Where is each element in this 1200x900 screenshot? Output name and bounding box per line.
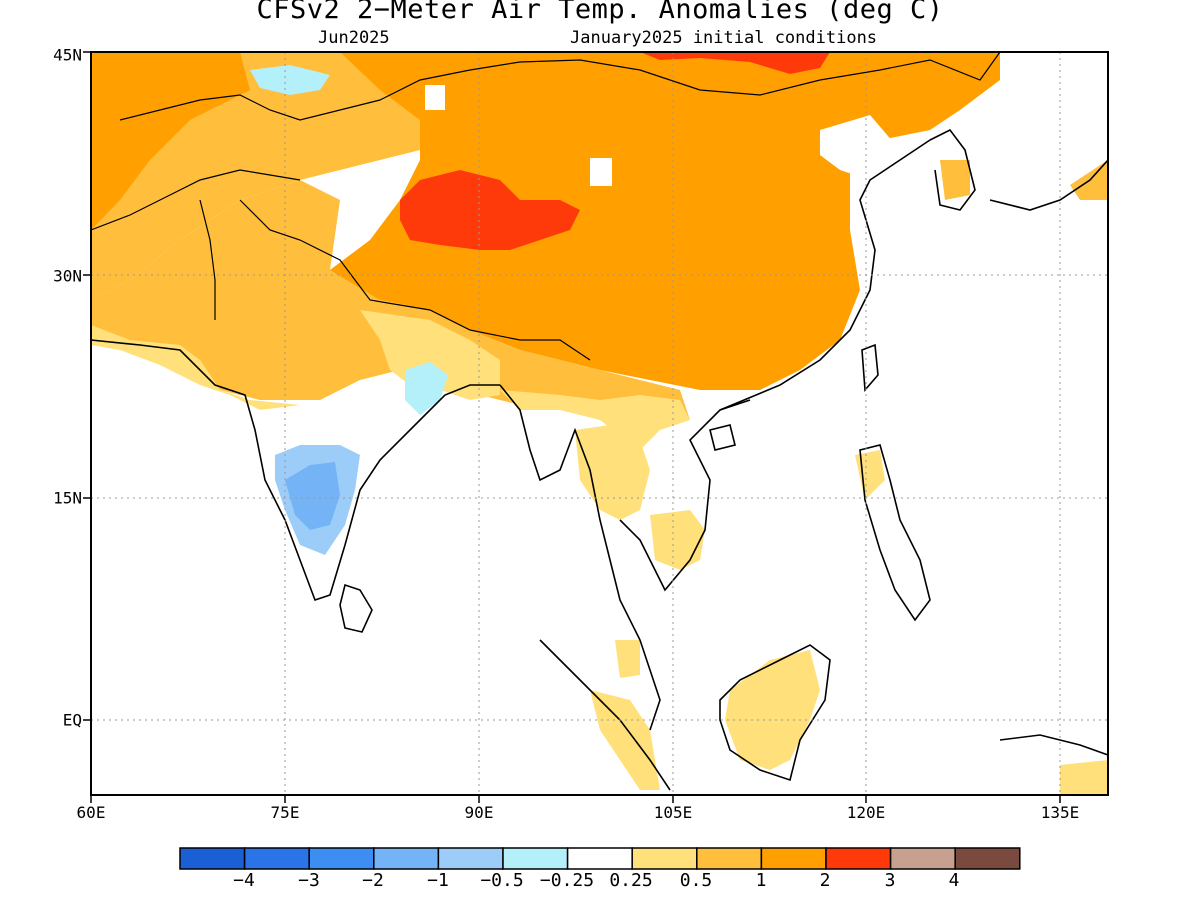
coastline-indochina [619,399,751,592]
coastline-india [91,339,500,602]
graticule [91,52,1108,795]
anomaly-zone-0.5-1-south [91,180,690,420]
colorbar-label: 0.5 [679,870,713,891]
anomaly-zone-2-3-tibet [400,170,580,250]
colorbar [179,847,1021,870]
anomaly-zone-0.25-0.5-indochina [575,425,650,520]
lat-label-45n: 45N [53,45,82,65]
coastline-china [719,139,931,411]
initial-conditions: January2025 initial conditions [570,28,878,48]
country-borders [91,52,1001,361]
colorbar-label: −4 [233,870,255,891]
coastline-srilanka [339,583,373,633]
colorbar-swatch [825,847,892,870]
colorbar-swatch [243,847,310,870]
anomaly-zone-0.25-0.5-burma [500,390,690,450]
colorbar-label: −1 [427,870,449,891]
coastline-korea [929,128,976,211]
valid-month: Jun2025 [318,28,390,48]
colorbar-swatch [502,847,569,870]
anomaly-gap-east [820,115,900,180]
colorbar-label: −2 [362,870,384,891]
coastline-newguinea [999,734,1108,756]
anomaly-zone-neg-1 [285,462,340,530]
lon-label-60e: 60E [76,803,106,822]
anomaly-zone-1-2-west [91,52,250,230]
lon-label-90e: 90E [464,803,494,822]
anomaly-zone-0.25-0.5-cambodia [650,510,705,570]
anomaly-zone-neg-0.25 [250,65,330,95]
colorbar-swatch [308,847,375,870]
colorbar-swatch [373,847,440,870]
lon-label-120e: 120E [846,803,886,822]
anomaly-zone-0.25-0.5-border [91,325,300,410]
axis-ticks [83,51,1061,803]
colorbar-label: 1 [755,870,767,891]
anomaly-zone-0.25-0.5-india [360,310,500,400]
anomaly-gap [590,158,612,186]
lon-label-75e: 75E [270,803,300,822]
colorbar-swatch [179,847,246,870]
colorbar-label: −0.5 [480,870,524,891]
colorbar-swatch [954,847,1021,870]
anomaly-gap [425,85,445,110]
coastline-philippines [859,444,931,622]
colorbar-swatch [889,847,956,870]
lon-label-135e: 135E [1040,803,1080,822]
colorbar-label: 0.25 [609,870,653,891]
colorbar-label: 4 [948,870,960,891]
colorbar-swatch [437,847,504,870]
anomaly-zone-0.25-0.5-borneo [725,650,820,770]
lat-label-30n: 30N [53,266,82,286]
coastlines [91,52,1108,791]
anomaly-zone-2-3-north [640,52,830,74]
coastline-burma-malaya [499,384,661,731]
lat-label-15n: 15N [53,488,82,508]
colorbar-label: −0.25 [539,870,595,891]
lon-label-105e: 105E [653,803,693,822]
coastline-japan [989,159,1108,211]
colorbar-label: 2 [819,870,831,891]
map-title: CFSv2 2−Meter Air Temp. Anomalies (deg C… [256,0,944,25]
anomaly-zone-0.5-1-korea [940,160,970,200]
anomaly-field [91,52,1108,795]
anomaly-zone-0.25-0.5-sumatra [590,690,660,790]
lat-label-eq: EQ [62,710,82,730]
colorbar-swatch [631,847,698,870]
colorbar-label: 3 [884,870,896,891]
colorbar-swatch [696,847,763,870]
colorbar-swatch [760,847,827,870]
coastline-hainan-taiwan [709,343,879,451]
map-frame [90,51,1109,796]
anomaly-zone-0.25-0.5-malaya [615,640,640,678]
anomaly-zone-0.25-0.5-philippines [855,450,885,500]
anomaly-zone-0.25-0.5-newguinea [1060,760,1108,795]
colorbar-label: −3 [298,870,320,891]
colorbar-swatch [566,847,633,870]
